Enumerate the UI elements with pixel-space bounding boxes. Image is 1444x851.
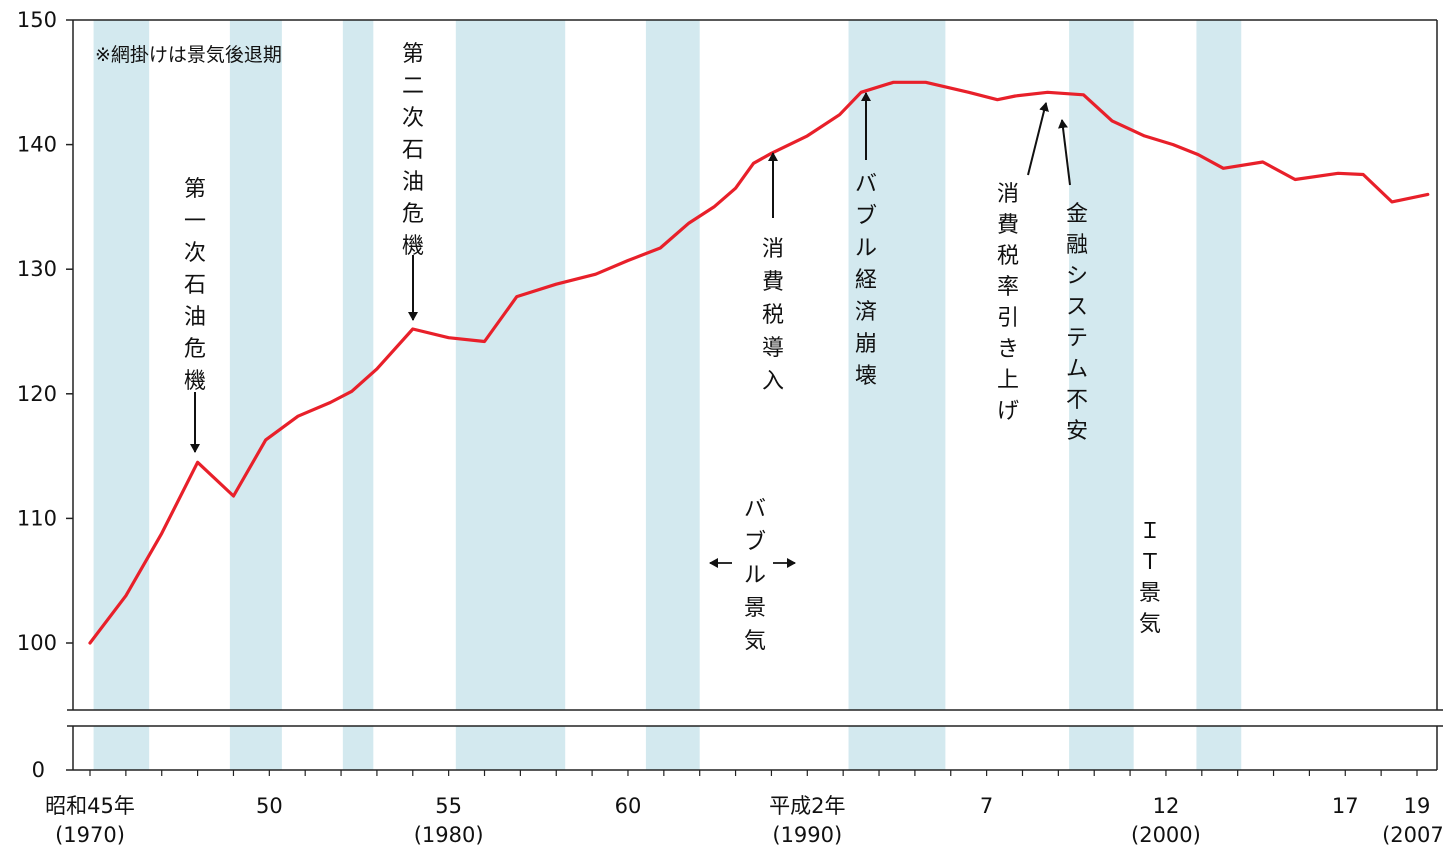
x-tick-label: 17 — [1332, 794, 1359, 818]
axis-break-gap — [63, 710, 1444, 726]
annotation-7: ＩＴ景気 — [1139, 519, 1161, 637]
annotation-arrow — [1058, 119, 1071, 186]
annotation-text: ＩＴ景気 — [1139, 519, 1161, 637]
y-tick-label: 130 — [17, 257, 57, 281]
annotation-4: 消費税率引き上げ — [997, 102, 1049, 424]
annotation-3: バブル経済崩壊 — [855, 92, 877, 389]
x-tick-label: 昭和45年 — [45, 794, 135, 818]
y-tick-label: 150 — [17, 8, 57, 32]
y-tick-label: 140 — [17, 133, 57, 157]
annotation-text: 金融システム不安 — [1066, 202, 1088, 444]
annotation-2: 消費税導入 — [762, 152, 784, 394]
x-axis-ticks: 昭和45年 (1970) 50 55 (1980) 60 平成2年 (1990) 7 12 (200… — [45, 770, 1444, 847]
annotation-text: バブル景気 — [744, 497, 766, 654]
annotation-0: 第一次石油危機 — [184, 177, 206, 453]
series-line-0 — [88, 80, 1430, 645]
annotation-text: 消費税導入 — [762, 237, 784, 394]
x-tick-sublabel: (2000) — [1131, 823, 1201, 847]
legend-note: ※網掛けは景気後退期 — [95, 44, 282, 66]
recession-band-0 — [93, 20, 150, 770]
x-tick-sublabel: (1970) — [55, 823, 125, 847]
recession-band-3 — [455, 20, 566, 770]
x-tick-sublabel: (1990) — [772, 823, 842, 847]
recession-band-6 — [1069, 20, 1134, 770]
x-tick-label: 12 — [1153, 794, 1180, 818]
recession-band-7 — [1196, 20, 1242, 770]
x-tick-label: 55 — [435, 794, 462, 818]
recession-band-4 — [645, 20, 700, 770]
y-tick-label: 110 — [17, 506, 57, 530]
annotation-text: 第一次石油危機 — [184, 177, 206, 394]
x-tick-label: 平成2年 — [769, 794, 845, 818]
annotation-arrow — [1027, 102, 1049, 176]
x-tick-sublabel: (1980) — [414, 823, 484, 847]
annotation-5: 金融システム不安 — [1058, 119, 1088, 444]
x-tick-label: 60 — [615, 794, 642, 818]
x-tick-label: 50 — [256, 794, 283, 818]
recession-bands — [93, 20, 1242, 770]
recession-band-1 — [229, 20, 282, 770]
annotations: 第一次石油危機 第二次石油危機消費税導入 バブル経済崩壊 消費税率引き上げ 金融システム… — [184, 42, 1161, 654]
annotation-text: バブル経済崩壊 — [855, 172, 877, 389]
recession-band-5 — [848, 20, 946, 770]
y-tick-label: 100 — [17, 631, 57, 655]
y-axis-ticks: 100 110 120 130 140 150 0 — [17, 8, 73, 782]
y-tick-label: 120 — [17, 382, 57, 406]
x-tick-label: 7 — [980, 794, 993, 818]
annotation-1: 第二次石油危機 — [402, 42, 424, 321]
annotation-6: バブル景気 — [709, 497, 796, 654]
x-tick-sublabel: (2007) — [1382, 823, 1444, 847]
series-group — [88, 80, 1430, 645]
y-tick-label-zero: 0 — [32, 758, 45, 782]
annotation-text: 消費税率引き上げ — [997, 182, 1019, 424]
x-tick-label: 19 — [1404, 794, 1431, 818]
plot-frame — [63, 19, 1444, 771]
annotation-text: 第二次石油危機 — [402, 42, 424, 259]
